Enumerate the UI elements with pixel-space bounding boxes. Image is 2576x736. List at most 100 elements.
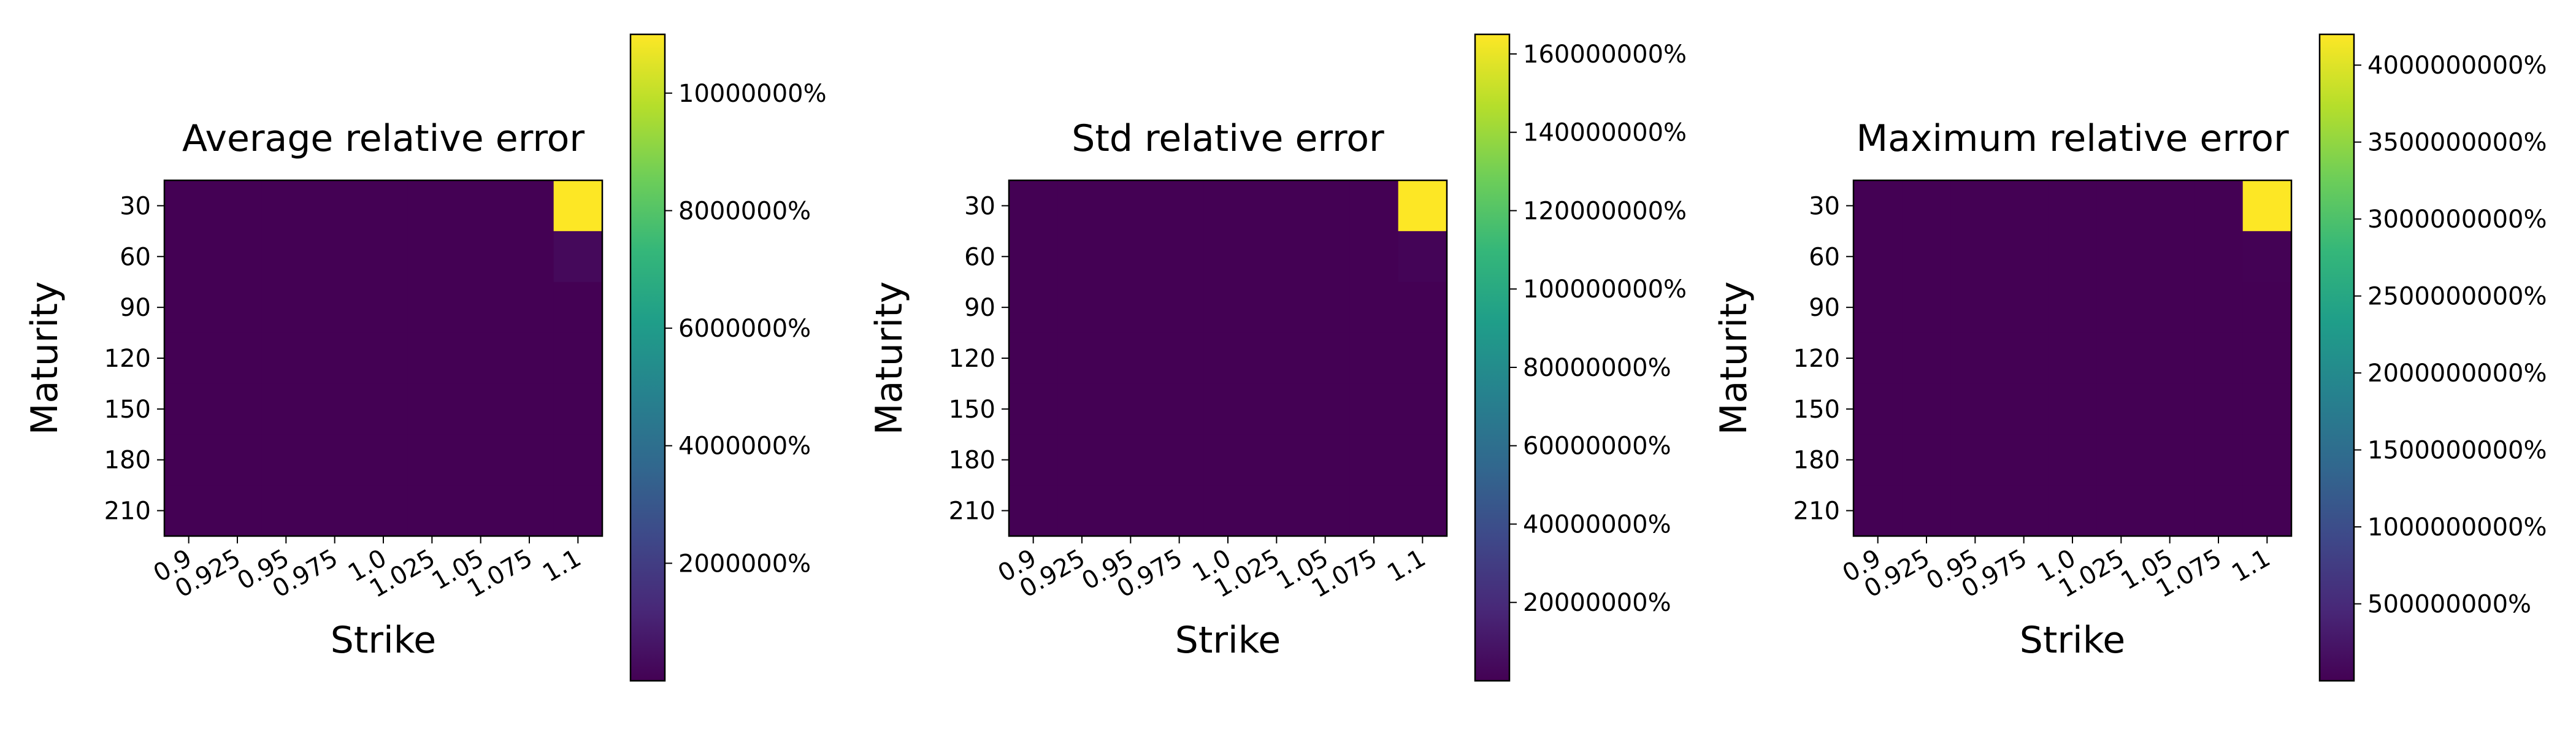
heatmap-cell — [2048, 231, 2098, 283]
chart-title: Std relative error — [1071, 117, 1384, 160]
heatmap-cell — [407, 231, 457, 283]
colorbar-tick-label: 140000000% — [1523, 119, 1687, 147]
heatmap-cell — [261, 383, 311, 435]
y-tick-label: 180 — [1793, 447, 1840, 475]
heatmap-cell — [1203, 485, 1253, 537]
heatmap-cell — [213, 332, 263, 384]
y-tick-label: 150 — [949, 396, 995, 424]
heatmap-cell — [1009, 231, 1058, 283]
heatmap-cell — [359, 485, 408, 537]
y-axis-label: Maturity — [868, 282, 911, 435]
heatmap-cell — [1252, 231, 1301, 283]
colorbar-tick-label: 60000000% — [1523, 432, 1671, 461]
heatmap-cell — [1853, 383, 1903, 435]
y-tick-label: 150 — [1793, 396, 1840, 424]
heatmap-cell — [1398, 383, 1447, 435]
heatmap-cell — [213, 180, 263, 232]
heatmap-cell — [359, 383, 408, 435]
heatmap-cell — [1106, 485, 1156, 537]
x-axis-label: Strike — [331, 619, 436, 662]
heatmap-cell — [407, 383, 457, 435]
y-tick-label: 90 — [964, 294, 995, 322]
colorbar-tick-label: 80000000% — [1523, 354, 1671, 382]
heatmap-cell — [213, 282, 263, 334]
heatmap-cell — [1999, 332, 2049, 384]
heatmap-cell — [2145, 180, 2195, 232]
heatmap-cell — [1106, 434, 1156, 486]
heatmap-cell — [1252, 332, 1301, 384]
heatmap-cell — [505, 332, 554, 384]
heatmap-cell — [1853, 231, 1903, 283]
heatmap-cell — [505, 282, 554, 334]
heatmap-cell — [1950, 434, 2000, 486]
heatmap-cell — [213, 485, 263, 537]
heatmap-cell — [407, 485, 457, 537]
heatmap-cell — [456, 282, 505, 334]
heatmap-cell — [1349, 383, 1399, 435]
heatmap-cell — [1057, 383, 1107, 435]
colorbar-tick-label: 20000000% — [1523, 589, 1671, 617]
heatmap-cell — [2242, 231, 2292, 283]
heatmap-cell — [2242, 282, 2292, 334]
heatmap-cell — [1349, 434, 1399, 486]
heatmap-cell — [310, 282, 359, 334]
heatmap-cell — [2048, 282, 2098, 334]
heatmap-cell — [1950, 282, 2000, 334]
heatmap-cell — [456, 180, 505, 232]
heatmap-cell — [2096, 332, 2146, 384]
heatmap-cell — [359, 434, 408, 486]
colorbar-tick-label: 500000000% — [2367, 591, 2531, 619]
heatmap-cell — [359, 231, 408, 283]
y-axis-label: Maturity — [1712, 282, 1755, 435]
heatmap-cell — [1203, 231, 1253, 283]
y-axis-label: Maturity — [23, 282, 66, 435]
y-tick-label: 150 — [104, 396, 151, 424]
heatmap-cell — [2145, 332, 2195, 384]
heatmap-cell — [1999, 282, 2049, 334]
y-tick-label: 210 — [1793, 497, 1840, 526]
heatmap-cell — [2145, 383, 2195, 435]
heatmap-cell — [2194, 485, 2244, 537]
heatmap-cell — [2048, 383, 2098, 435]
heatmap-cell — [310, 485, 359, 537]
heatmap-cell — [261, 180, 311, 232]
y-tick-label: 30 — [964, 192, 995, 220]
colorbar-tick-label: 1500000000% — [2367, 437, 2547, 465]
heatmap-panel-2: Std relative error3060901201501802100.90… — [868, 33, 1687, 682]
heatmap-cell — [1902, 383, 1952, 435]
heatmap-cell — [164, 282, 213, 334]
heatmap-cell — [1398, 231, 1447, 283]
heatmap-cell — [310, 180, 359, 232]
heatmap-cell — [1057, 231, 1107, 283]
heatmap-cell — [2096, 231, 2146, 283]
heatmap-cell — [1999, 383, 2049, 435]
colorbar-tick-label: 2000000000% — [2367, 359, 2547, 388]
heatmap-cell — [407, 434, 457, 486]
heatmap-cell — [2145, 485, 2195, 537]
y-tick-label: 30 — [1809, 192, 1840, 220]
heatmap-cell — [164, 434, 213, 486]
heatmap-cell — [2242, 332, 2292, 384]
heatmap-cell — [1853, 434, 1903, 486]
heatmap-cell — [1398, 180, 1447, 232]
heatmap-cell — [1398, 434, 1447, 486]
heatmap-cell — [1155, 383, 1204, 435]
heatmap-cell — [1009, 383, 1058, 435]
heatmap-cell — [553, 485, 603, 537]
heatmap-cell — [1155, 332, 1204, 384]
heatmap-cell — [553, 434, 603, 486]
heatmap-cell — [2048, 180, 2098, 232]
heatmap-cell — [1009, 332, 1058, 384]
heatmap-cell — [213, 434, 263, 486]
heatmap-cell — [1902, 434, 1952, 486]
x-axis-label: Strike — [1175, 619, 1281, 662]
heatmap-cell — [164, 332, 213, 384]
heatmap-cell — [1252, 434, 1301, 486]
heatmap-cell — [1853, 282, 1903, 334]
heatmap-cell — [2242, 485, 2292, 537]
heatmap-cell — [1950, 383, 2000, 435]
colorbar-tick-label: 1000000000% — [2367, 513, 2547, 542]
colorbar-tick-label: 3000000000% — [2367, 205, 2547, 234]
heatmap-cell — [1902, 332, 1952, 384]
